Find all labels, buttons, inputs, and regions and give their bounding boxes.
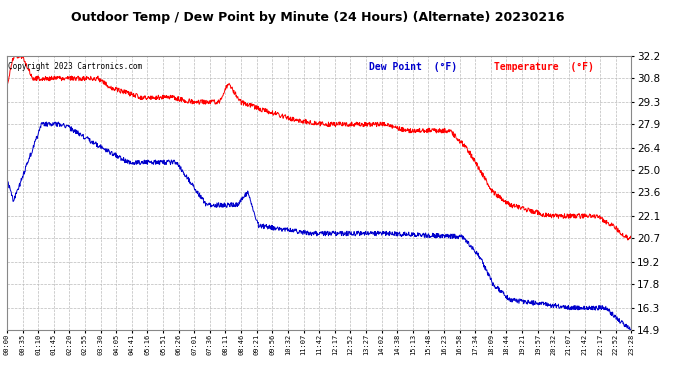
Text: Outdoor Temp / Dew Point by Minute (24 Hours) (Alternate) 20230216: Outdoor Temp / Dew Point by Minute (24 H…: [70, 11, 564, 24]
Text: Temperature  (°F): Temperature (°F): [494, 62, 594, 72]
Text: Dew Point  (°F): Dew Point (°F): [369, 62, 457, 72]
Text: Copyright 2023 Cartronics.com: Copyright 2023 Cartronics.com: [8, 62, 142, 71]
